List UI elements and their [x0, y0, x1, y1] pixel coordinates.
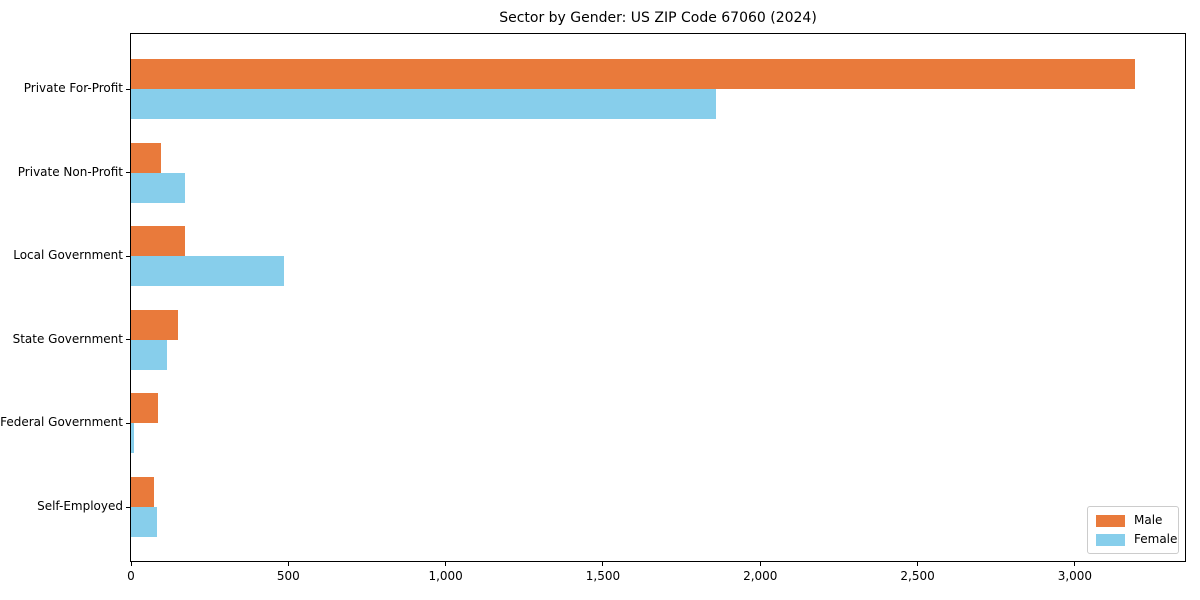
- x-tick-mark: [917, 562, 919, 566]
- y-tick-mark: [126, 506, 131, 508]
- x-tick-label: 1,500: [585, 569, 621, 583]
- x-tick-label: 1,000: [428, 569, 463, 583]
- y-tick-label: Local Government: [13, 248, 123, 263]
- y-tick-mark: [126, 88, 131, 90]
- bar-female-4: [131, 423, 134, 454]
- x-tick-mark: [1074, 562, 1076, 566]
- x-tick-mark: [130, 562, 132, 566]
- legend-swatch-female: [1096, 533, 1125, 546]
- legend: Male Female: [1087, 506, 1179, 554]
- x-tick-mark: [602, 562, 604, 566]
- x-tick-label: 2,000: [743, 569, 778, 583]
- bar-male-2: [131, 226, 186, 257]
- y-tick-mark: [126, 339, 131, 341]
- x-tick-label: 2,500: [900, 569, 935, 583]
- bar-female-0: [131, 89, 717, 119]
- legend-swatch-male: [1096, 514, 1125, 527]
- bar-male-0: [131, 59, 1135, 89]
- y-tick-label: Private For-Profit: [23, 81, 123, 95]
- plot-area: [130, 33, 1186, 562]
- bar-male-1: [131, 142, 161, 173]
- x-tick-label: 3,000: [1057, 569, 1093, 583]
- bar-male-3: [131, 309, 178, 340]
- legend-label: Male: [1134, 513, 1163, 527]
- legend-entry-male: Male: [1096, 513, 1170, 528]
- bar-female-1: [131, 172, 186, 203]
- bar-female-5: [131, 507, 157, 537]
- y-tick-mark: [126, 255, 131, 257]
- x-tick-label: 500: [276, 569, 300, 583]
- y-tick-label: Federal Government: [0, 415, 123, 430]
- y-tick-label: Private Non-Profit: [17, 164, 123, 179]
- x-tick-mark: [759, 562, 761, 566]
- x-tick-mark: [445, 562, 447, 566]
- y-tick-label: State Government: [12, 331, 123, 346]
- bar-female-2: [131, 256, 284, 287]
- x-tick-label: 0: [127, 569, 135, 583]
- bar-male-4: [131, 393, 158, 424]
- x-tick-mark: [287, 562, 289, 566]
- legend-entry-female: Female: [1096, 532, 1177, 547]
- bar-male-5: [131, 477, 155, 507]
- y-tick-mark: [126, 422, 131, 424]
- legend-label: Female: [1134, 532, 1178, 546]
- y-tick-label: Self-Employed: [37, 499, 123, 513]
- chart-title: Sector by Gender: US ZIP Code 67060 (202…: [499, 10, 817, 26]
- bar-female-3: [131, 339, 167, 370]
- y-tick-mark: [126, 172, 131, 174]
